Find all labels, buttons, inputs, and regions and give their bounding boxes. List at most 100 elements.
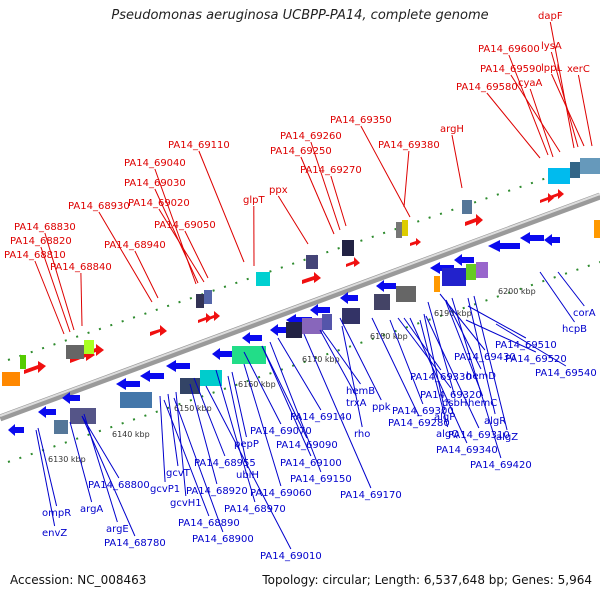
gene-label-PA14_68900[interactable]: PA14_68900 bbox=[173, 397, 254, 545]
gene-label-PA14_69540[interactable]: PA14_69540 bbox=[495, 323, 597, 379]
gene-label-PA14_69020[interactable]: PA14_69020 bbox=[128, 198, 205, 283]
gene-label-text[interactable]: PA14_69600 bbox=[478, 44, 540, 55]
gene-label-PA14_68930[interactable]: PA14_68930 bbox=[68, 201, 153, 303]
gene-label-text[interactable]: PA14_69580 bbox=[456, 82, 518, 93]
gene-label-PA14_69070[interactable]: PA14_69070 bbox=[243, 351, 312, 437]
gene-label-text[interactable]: PA14_69170 bbox=[340, 490, 402, 501]
gene-label-PA14_68955[interactable]: PA14_68955 bbox=[193, 377, 256, 469]
gene-label-text[interactable]: dapF bbox=[538, 11, 563, 22]
gene-label-text[interactable]: gcvT bbox=[166, 468, 191, 479]
gene-label-text[interactable]: hcpB bbox=[562, 324, 587, 335]
gene-label-trxA[interactable]: trxA bbox=[319, 329, 367, 409]
gene-label-PA14_68970[interactable]: PA14_68970 bbox=[215, 369, 286, 515]
gene-label-text[interactable]: algR bbox=[484, 416, 506, 427]
gene-label-lysA[interactable]: lysA bbox=[541, 41, 579, 148]
gene-label-text[interactable]: PA14_69380 bbox=[378, 140, 440, 151]
gene-label-text[interactable]: PA14_69280 bbox=[388, 418, 450, 429]
gene-label-text[interactable]: PA14_69270 bbox=[300, 165, 362, 176]
gene-label-text[interactable]: PA14_69320 bbox=[420, 390, 482, 401]
gene-label-argH[interactable]: argH bbox=[440, 124, 464, 189]
gene-label-text[interactable]: lysA bbox=[541, 41, 562, 52]
gene-label-PA14_68810[interactable]: PA14_68810 bbox=[4, 250, 66, 335]
gene-label-PA14_69250[interactable]: PA14_69250 bbox=[270, 146, 335, 235]
gene-label-text[interactable]: algQ bbox=[436, 429, 459, 440]
gene-label-dapF[interactable]: dapF bbox=[538, 11, 575, 149]
gene-label-text[interactable]: PA14_68930 bbox=[68, 201, 130, 212]
gene-label-text[interactable]: gcvP1 bbox=[150, 484, 180, 495]
gene-label-text[interactable]: ppk bbox=[372, 402, 391, 413]
gene-label-ompR[interactable]: ompR bbox=[37, 427, 71, 519]
gene-label-text[interactable]: PA14_69010 bbox=[260, 551, 322, 562]
gene-label-PA14_69380[interactable]: PA14_69380 bbox=[378, 140, 440, 208]
gene-label-text[interactable]: PA14_69310 bbox=[448, 430, 510, 441]
gene-label-text[interactable]: PA14_68890 bbox=[178, 518, 240, 529]
gene-label-PA14_69420[interactable]: PA14_69420 bbox=[451, 297, 532, 471]
gene-label-glpT[interactable]: glpT bbox=[243, 195, 265, 267]
gene-label-xerC[interactable]: xerC bbox=[567, 64, 593, 147]
gene-label-PA14_69590[interactable]: PA14_69590 bbox=[480, 64, 561, 153]
gene-label-PA14_69010[interactable]: PA14_69010 bbox=[205, 385, 322, 562]
gene-label-PA14_69270[interactable]: PA14_69270 bbox=[300, 165, 362, 227]
gene-label-text[interactable]: hemC bbox=[468, 398, 497, 409]
gene-label-PA14_69520[interactable]: PA14_69520 bbox=[465, 319, 567, 365]
gene-label-lppL[interactable]: lppL bbox=[541, 63, 585, 147]
gene-label-gcvP1[interactable]: gcvP1 bbox=[150, 395, 180, 495]
gene-label-PA14_68940[interactable]: PA14_68940 bbox=[104, 240, 166, 299]
gene-label-text[interactable]: PA14_68840 bbox=[50, 262, 112, 273]
gene-label-text[interactable]: PA14_69070 bbox=[250, 426, 312, 437]
gene-label-text[interactable]: PA14_69150 bbox=[290, 474, 352, 485]
gene-label-PA14_69580[interactable]: PA14_69580 bbox=[456, 82, 541, 159]
gene-label-text[interactable]: argE bbox=[106, 524, 129, 535]
gene-label-text[interactable]: gcvH1 bbox=[170, 498, 202, 509]
gene-label-text[interactable]: PA14_68780 bbox=[104, 538, 166, 549]
gene-label-PA14_69510[interactable]: PA14_69510 bbox=[467, 305, 557, 351]
gene-label-text[interactable]: PA14_68810 bbox=[4, 250, 66, 261]
gene-label-PA14_69310[interactable]: PA14_69310 bbox=[425, 315, 510, 441]
gene-label-text[interactable]: PA14_69300 bbox=[392, 406, 454, 417]
gene-label-text[interactable]: dsbH bbox=[442, 398, 467, 409]
gene-label-cyaA[interactable]: cyaA bbox=[518, 78, 554, 158]
gene-label-text[interactable]: hemD bbox=[466, 371, 496, 382]
gene-label-text[interactable]: PA14_69050 bbox=[154, 220, 216, 231]
gene-label-text[interactable]: PA14_68920 bbox=[186, 486, 248, 497]
gene-label-text[interactable]: xerC bbox=[567, 64, 590, 75]
gene-label-PA14_69170[interactable]: PA14_69170 bbox=[303, 333, 402, 501]
gene-label-text[interactable]: PA14_68830 bbox=[14, 222, 76, 233]
gene-label-text[interactable]: argA bbox=[80, 504, 103, 515]
gene-label-text[interactable]: trxA bbox=[346, 398, 367, 409]
gene-label-PA14_69330[interactable]: PA14_69330 bbox=[403, 317, 472, 383]
gene-label-hcpB[interactable]: hcpB bbox=[539, 271, 587, 335]
gene-label-corA[interactable]: corA bbox=[557, 271, 596, 319]
gene-label-text[interactable]: ompR bbox=[42, 508, 71, 519]
gene-label-text[interactable]: PA14_69040 bbox=[124, 158, 186, 169]
gene-label-text[interactable]: PA14_69100 bbox=[280, 458, 342, 469]
gene-label-ppk[interactable]: ppk bbox=[339, 317, 391, 413]
gene-label-PA14_69060[interactable]: PA14_69060 bbox=[243, 363, 312, 499]
gene-label-text[interactable]: PA14_69260 bbox=[280, 131, 342, 142]
gene-label-PA14_68820[interactable]: PA14_68820 bbox=[10, 236, 72, 333]
gene-label-text[interactable]: PA14_69430 bbox=[454, 352, 516, 363]
gene-label-text[interactable]: lppL bbox=[541, 63, 562, 74]
gene-label-PA14_69340[interactable]: PA14_69340 bbox=[409, 317, 498, 456]
gene-label-hemC[interactable]: hemC bbox=[445, 301, 497, 409]
gene-label-gcvT[interactable]: gcvT bbox=[166, 393, 191, 479]
gene-label-text[interactable]: PA14_69030 bbox=[124, 178, 186, 189]
gene-label-PA14_69110[interactable]: PA14_69110 bbox=[168, 140, 245, 263]
gene-label-text[interactable]: hemB bbox=[346, 386, 375, 397]
gene-label-text[interactable]: PA14_69340 bbox=[436, 445, 498, 456]
gene-label-PA14_68800[interactable]: PA14_68800 bbox=[81, 415, 150, 491]
gene-label-PA14_68920[interactable]: PA14_68920 bbox=[186, 383, 248, 497]
gene-label-argE[interactable]: argE bbox=[83, 413, 129, 535]
gene-label-PA14_69280[interactable]: PA14_69280 bbox=[371, 317, 450, 429]
gene-label-PA14_68840[interactable]: PA14_68840 bbox=[50, 262, 112, 327]
gene-label-text[interactable]: rho bbox=[354, 429, 370, 440]
gene-label-PA14_69260[interactable]: PA14_69260 bbox=[280, 131, 342, 231]
gene-label-algQ[interactable]: algQ bbox=[419, 319, 459, 440]
gene-label-PA14_69090[interactable]: PA14_69090 bbox=[261, 345, 338, 451]
gene-label-text[interactable]: ppx bbox=[269, 185, 288, 196]
gene-label-text[interactable]: PA14_69510 bbox=[495, 340, 557, 351]
gene-label-text[interactable]: PA14_68800 bbox=[88, 480, 150, 491]
gene-label-PA14_69150[interactable]: PA14_69150 bbox=[269, 341, 352, 485]
gene-label-algR[interactable]: algR bbox=[467, 297, 506, 427]
